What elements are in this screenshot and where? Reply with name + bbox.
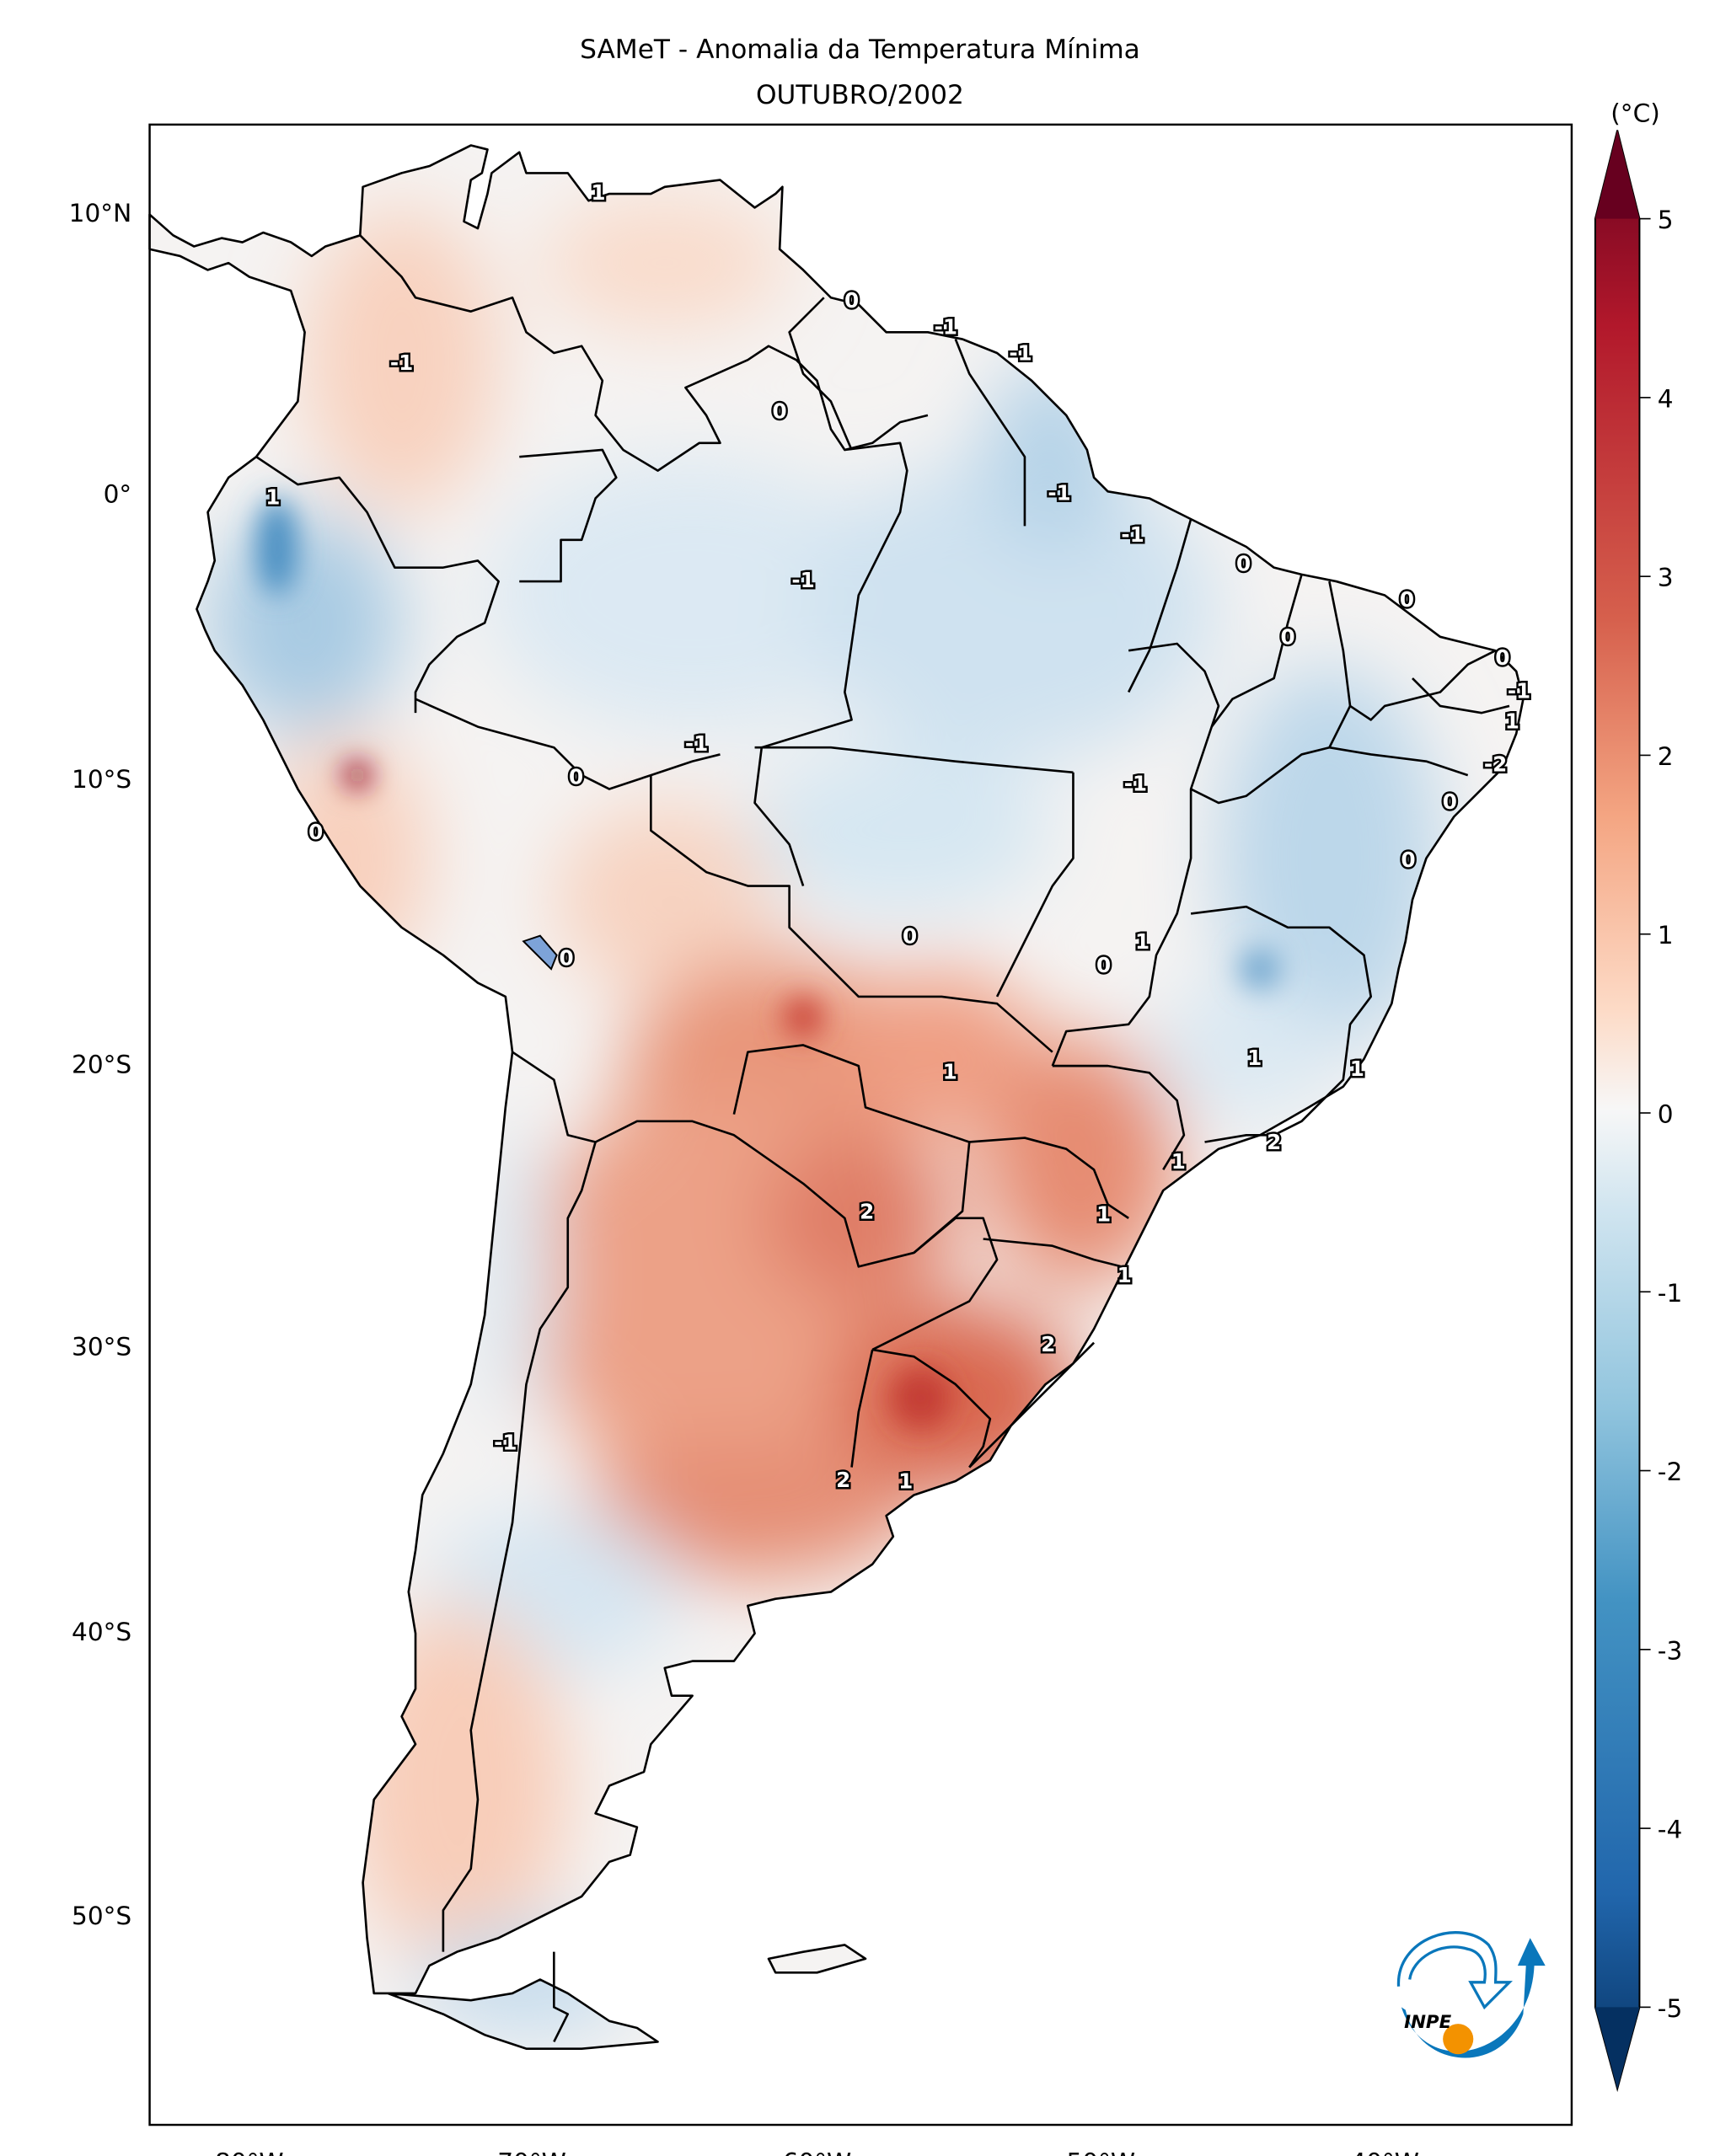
contour-label: -1 — [1009, 341, 1032, 366]
contour-label: 1 — [1247, 1046, 1262, 1070]
contour-label: 1 — [591, 180, 605, 205]
contour-label: 1 — [943, 1059, 957, 1083]
contour-label: 0 — [1443, 789, 1457, 814]
country-borders — [255, 234, 1510, 2043]
contour-label: 0 — [1236, 551, 1251, 575]
lon-tick-label: 40°W — [1350, 2148, 1419, 2156]
lon-tick-labels: 80°W 70°W 60°W 50°W 40°W — [215, 2148, 1419, 2156]
contour-label: 1 — [1505, 709, 1519, 734]
contour-label: 2 — [836, 1468, 850, 1492]
colorbar-tick-label: 0 — [1658, 1099, 1674, 1128]
lat-tick-label: 10°S — [72, 765, 131, 794]
map-subtitle: OUTUBRO/2002 — [756, 80, 964, 110]
colorbar-tick-label: -5 — [1658, 1994, 1682, 2023]
colorbar-tick-label: 3 — [1658, 564, 1674, 592]
contour-label: 0 — [1495, 645, 1509, 670]
lat-tick-label: 0° — [104, 479, 132, 508]
contour-label: 0 — [1096, 953, 1111, 977]
contour-label: -1 — [685, 731, 708, 756]
contour-label: 1 — [1117, 1263, 1132, 1287]
contour-label: 1 — [1171, 1149, 1186, 1174]
contour-label: 0 — [844, 288, 859, 313]
lat-tick-labels: 10°N 0° 10°S 20°S 30°S 40°S 50°S — [69, 199, 132, 1930]
contour-label: 1 — [265, 484, 280, 509]
lat-tick-label: 40°S — [72, 1618, 131, 1646]
colorbar-tick-label: -4 — [1658, 1816, 1682, 1844]
contour-label: 0 — [1281, 624, 1295, 649]
contour-label: -1 — [1124, 772, 1147, 796]
colorbar-tick-label: 1 — [1658, 921, 1674, 950]
colorbar-extend-top — [1594, 130, 1640, 219]
logo-text: INPE — [1404, 2012, 1451, 2033]
contour-label: 1 — [1135, 929, 1150, 954]
lat-tick-label: 30°S — [72, 1333, 131, 1362]
lon-tick-label: 50°W — [1066, 2148, 1135, 2156]
contour-label: 2 — [1267, 1130, 1281, 1154]
colorbar-tick-label: 5 — [1658, 206, 1674, 234]
contour-label: -1 — [791, 568, 814, 592]
contour-label: 2 — [860, 1199, 874, 1223]
lat-tick-label: 50°S — [72, 1902, 131, 1930]
colorbar-tick-label: -3 — [1658, 1636, 1682, 1665]
contour-label: 2 — [1041, 1332, 1055, 1356]
colorbar-tick-label: -2 — [1658, 1458, 1682, 1486]
inpe-logo: INPE — [1396, 1931, 1546, 2058]
contour-label: 0 — [1401, 848, 1415, 872]
colorbar-unit-label: (°C) — [1610, 99, 1660, 128]
colorbar-extend-bottom — [1594, 2007, 1640, 2089]
lat-tick-label: 20°S — [72, 1050, 131, 1078]
lon-tick-label: 60°W — [783, 2148, 852, 2156]
contour-label: 0 — [569, 764, 583, 789]
lon-tick-label: 70°W — [497, 2148, 566, 2156]
contour-label: -2 — [1484, 752, 1507, 777]
lon-tick-label: 80°W — [215, 2148, 284, 2156]
colorbar-tick-label: 4 — [1658, 384, 1674, 413]
contour-label: -1 — [935, 314, 957, 339]
contour-label: -1 — [1508, 679, 1530, 704]
contour-label: -1 — [494, 1431, 517, 1455]
contour-label: 0 — [308, 820, 323, 844]
colorbar-tick-label: 2 — [1658, 742, 1674, 771]
contour-label: 1 — [898, 1469, 913, 1494]
contour-label: 0 — [903, 923, 917, 948]
colorbar-bar — [1594, 130, 1641, 2093]
contour-label: -1 — [390, 350, 413, 375]
contour-label: 0 — [560, 946, 574, 971]
contour-label: -1 — [1048, 481, 1070, 506]
contour-label: 1 — [1350, 1057, 1364, 1081]
contour-label: 0 — [1400, 587, 1414, 612]
contour-label: 1 — [1096, 1202, 1111, 1227]
lat-tick-label: 10°N — [69, 199, 132, 227]
contour-label: -1 — [1121, 522, 1144, 547]
titicaca-lake — [522, 934, 558, 971]
map-title: SAMeT - Anomalia da Temperatura Mínima — [580, 35, 1140, 65]
contour-label: 0 — [773, 399, 787, 424]
colorbar: (°C) 5 4 3 2 1 0 -1 -2 -3 -4 -5 — [1594, 99, 1682, 2093]
colorbar-tick-label: -1 — [1658, 1279, 1682, 1308]
